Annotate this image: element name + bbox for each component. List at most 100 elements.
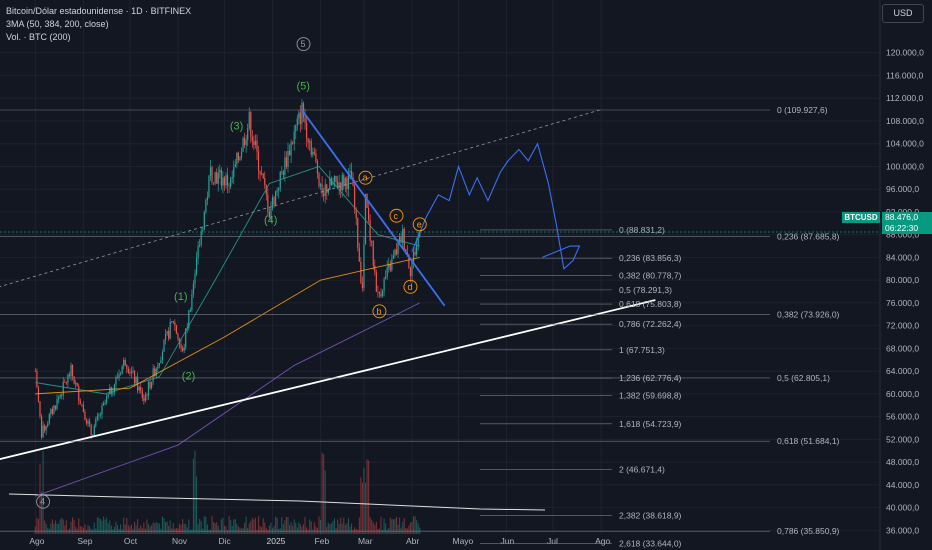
indicator-title[interactable]: 3MA (50, 384, 200, close) xyxy=(6,19,109,29)
volume-bar xyxy=(357,529,359,534)
volume-bar xyxy=(213,522,215,534)
wave-label: c xyxy=(394,211,399,221)
volume-bar xyxy=(217,525,219,534)
candle-body xyxy=(381,290,384,297)
candle-body xyxy=(199,244,201,247)
x-tick-label: 2025 xyxy=(267,536,286,546)
candle-body xyxy=(347,172,350,189)
candle-body xyxy=(213,182,215,184)
candle-body xyxy=(226,175,229,186)
volume-bar xyxy=(106,517,108,534)
volume-bar xyxy=(282,524,284,534)
candle-body xyxy=(403,228,405,249)
symbol-title[interactable]: Bitcoin/Dólar estadounidense · 1D · BITF… xyxy=(6,6,192,16)
candle-body xyxy=(237,152,239,160)
candle-body xyxy=(245,140,247,146)
candle-body xyxy=(175,325,177,334)
candle-body xyxy=(273,197,275,205)
candle-body xyxy=(109,387,111,395)
y-tick-label: 44.000,0 xyxy=(886,480,919,490)
candle-body xyxy=(262,173,264,179)
volume-bar xyxy=(352,529,354,534)
volume-bar xyxy=(236,523,238,534)
volume-bar xyxy=(250,520,252,534)
candle-body xyxy=(37,387,40,402)
candle-body xyxy=(335,175,337,182)
candle-body xyxy=(54,405,57,409)
x-tick-label: Jun xyxy=(501,536,515,546)
volume-bar xyxy=(330,523,332,534)
candle-body xyxy=(264,178,266,186)
candle-body xyxy=(39,401,41,417)
candle-body xyxy=(81,404,83,405)
candle-body xyxy=(284,157,286,175)
fib-extension-label: 0,236 (83.856,3) xyxy=(619,253,682,263)
volume-bar xyxy=(315,526,317,534)
volume-bar xyxy=(234,518,236,534)
volume-bar xyxy=(386,529,388,534)
volume-bar xyxy=(123,517,125,534)
volume-bar xyxy=(298,522,300,534)
volume-bar xyxy=(222,517,224,534)
candle-body xyxy=(132,370,134,372)
candle-body xyxy=(242,137,244,152)
candle-body xyxy=(50,409,52,415)
volume-bar xyxy=(39,463,41,534)
volume-bar xyxy=(284,520,286,534)
volume-title[interactable]: Vol. · BTC (200) xyxy=(6,32,71,42)
volume-bar xyxy=(332,520,334,534)
candle-body xyxy=(144,395,146,401)
volume-bar xyxy=(267,529,269,534)
candle-body xyxy=(223,177,226,186)
fib-extension-label: 1 (67.751,3) xyxy=(619,345,665,355)
volume-bar xyxy=(140,525,142,534)
volume-bar xyxy=(152,522,154,534)
candle-body xyxy=(189,310,191,311)
volume-bar xyxy=(191,529,193,534)
currency-button[interactable]: USD xyxy=(882,4,924,23)
volume-bar xyxy=(276,517,278,534)
volume-bar xyxy=(327,522,329,534)
volume-bar xyxy=(292,525,294,534)
candle-body xyxy=(416,244,418,255)
candle-body xyxy=(309,141,311,143)
candle-body xyxy=(135,377,137,384)
fib-level-label: 0,5 (62.805,1) xyxy=(777,373,830,383)
candle-body xyxy=(253,141,255,145)
candle-body xyxy=(92,434,94,436)
candle-body xyxy=(385,276,387,279)
candle-body xyxy=(312,151,314,155)
fib-extension-label: 1,236 (62.776,4) xyxy=(619,373,682,383)
candle-body xyxy=(419,231,421,238)
volume-bar xyxy=(372,522,374,534)
volume-bar xyxy=(382,529,384,534)
volume-bar xyxy=(65,520,67,534)
fib-level-label: 0 (109.927,6) xyxy=(777,105,828,115)
candle-body xyxy=(61,394,63,396)
volume-bar xyxy=(58,523,60,534)
candle-body xyxy=(192,283,195,295)
y-tick-label: 108.000,0 xyxy=(886,116,924,126)
y-tick-label: 36.000,0 xyxy=(886,525,919,535)
volume-bar xyxy=(343,517,345,534)
volume-bar xyxy=(237,526,239,534)
volume-bar xyxy=(99,518,101,534)
candle-body xyxy=(141,390,143,399)
candle-body xyxy=(344,178,346,187)
volume-bar xyxy=(419,527,421,534)
candle-body xyxy=(378,292,381,294)
candle-body xyxy=(71,364,74,377)
candle-body xyxy=(120,374,122,375)
candle-body xyxy=(329,178,331,190)
volume-bar xyxy=(34,526,36,534)
candle-body xyxy=(73,376,75,384)
volume-bar xyxy=(264,522,266,534)
candle-body xyxy=(219,169,221,173)
volume-bar xyxy=(375,521,377,534)
candle-body xyxy=(368,207,370,221)
candle-body xyxy=(65,382,67,384)
candle-body xyxy=(408,254,410,268)
volume-bar xyxy=(318,516,320,534)
candle-body xyxy=(412,252,415,263)
